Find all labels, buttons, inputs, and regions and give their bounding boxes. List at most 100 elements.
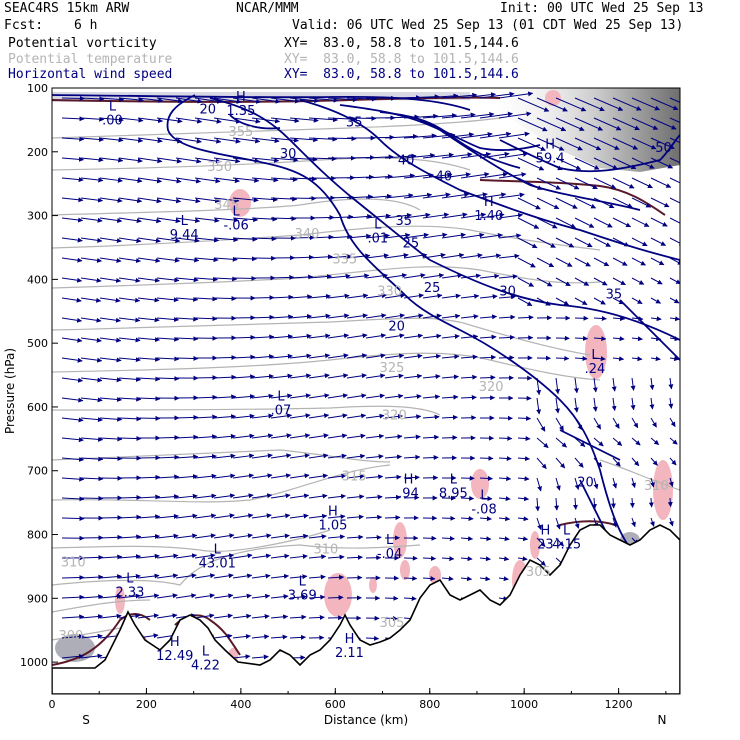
wind-vector	[612, 237, 630, 247]
wind-vector	[441, 232, 466, 239]
wind-vector	[270, 393, 293, 399]
wind-vector	[479, 314, 498, 320]
wind-vector	[460, 536, 474, 542]
wind-vector	[555, 537, 564, 547]
wind-vector	[156, 573, 179, 579]
wind-vector	[555, 257, 573, 267]
wind-vector	[631, 117, 659, 130]
wind-vector	[612, 477, 618, 489]
extremum-kind: L	[374, 217, 382, 232]
wind-vector	[175, 97, 203, 104]
wind-vector	[593, 137, 620, 150]
wind-vector	[422, 252, 446, 259]
wind-vector	[479, 253, 502, 259]
wind-vector	[213, 633, 233, 639]
wind-vector	[175, 474, 199, 480]
extremum-kind: H	[345, 632, 355, 647]
wind-vector	[650, 297, 662, 304]
theta-label: 350	[207, 160, 232, 175]
wind-vector	[517, 137, 546, 151]
wind-vector	[289, 254, 315, 260]
wind-vector	[213, 433, 236, 439]
wind-vector	[517, 315, 534, 321]
wind-vector	[460, 232, 485, 239]
wind-vector	[346, 194, 374, 200]
wind-vector	[403, 94, 440, 100]
wind-vector	[346, 373, 367, 379]
wind-vector	[517, 456, 531, 462]
wind-vector	[137, 474, 161, 480]
wind-vector	[631, 237, 648, 247]
wind-vector	[384, 333, 405, 339]
wind-vector	[99, 554, 123, 560]
wind-vector	[346, 575, 363, 581]
wind-speed-label: 35	[606, 288, 623, 303]
wind-vector	[631, 177, 653, 189]
wind-vector	[118, 573, 141, 579]
wind-vector	[175, 137, 202, 144]
wind-vector	[365, 535, 382, 541]
wind-vector	[289, 493, 310, 499]
wind-vector	[403, 153, 436, 159]
wind-vector	[137, 396, 161, 402]
wind-vector	[649, 397, 655, 410]
wind-vector	[612, 177, 635, 189]
wind-vector	[479, 212, 505, 219]
wind-vector	[99, 534, 123, 540]
wind-vector	[175, 573, 197, 579]
wind-vector	[631, 477, 636, 489]
wind-vector	[574, 237, 593, 248]
wind-vector	[441, 192, 470, 199]
wind-vector	[650, 316, 662, 322]
wind-vector	[251, 634, 270, 640]
wind-vector	[137, 157, 163, 164]
wind-vector	[612, 437, 623, 446]
wind-vector	[118, 217, 142, 224]
wind-vector	[460, 314, 479, 320]
wind-speed-label: 50	[655, 141, 672, 156]
wind-vector	[669, 197, 680, 204]
wind-vector	[80, 594, 104, 600]
wind-vector	[232, 334, 256, 340]
wind-vector	[479, 475, 493, 481]
wind-vector	[175, 117, 203, 124]
wind-vector	[61, 417, 84, 423]
field-xy-pv: XY= 83.0, 58.8 to 101.5,144.6	[284, 36, 519, 51]
wind-vector	[498, 212, 524, 219]
extremum-kind: H	[236, 90, 246, 105]
wind-vector	[118, 237, 142, 244]
wind-vector	[213, 593, 234, 599]
wind-vector	[175, 553, 198, 559]
wind-vector	[574, 157, 600, 170]
wind-vector	[346, 534, 364, 540]
wind-vector	[403, 113, 439, 119]
wind-vector	[213, 573, 234, 579]
wind-vector	[650, 197, 670, 208]
extremum-kind: L	[214, 543, 222, 558]
wind-vector	[99, 337, 122, 343]
wind-speed-label: 35	[346, 115, 363, 130]
wind-vector	[346, 313, 368, 319]
extremum-value: 12.49	[156, 649, 193, 664]
wind-vector	[346, 514, 364, 520]
wind-vector	[498, 496, 511, 502]
wind-vector	[80, 476, 104, 482]
extremum-value: -.06	[223, 219, 248, 234]
wind-vector	[308, 453, 329, 459]
wind-vector	[460, 334, 479, 340]
wind-vector	[517, 157, 545, 171]
wind-vector	[137, 356, 161, 362]
wind-vector	[460, 192, 488, 199]
wind-vector	[308, 156, 337, 162]
wind-vector	[270, 176, 298, 182]
wind-vector	[650, 217, 668, 227]
wind-vector	[555, 377, 560, 395]
wind-vector	[669, 457, 677, 466]
wind-vector	[365, 454, 384, 460]
wind-vector	[270, 353, 293, 359]
wind-vector	[422, 394, 441, 400]
wind-vector	[555, 437, 567, 448]
wind-vector	[232, 157, 260, 164]
wind-vector	[612, 457, 621, 467]
